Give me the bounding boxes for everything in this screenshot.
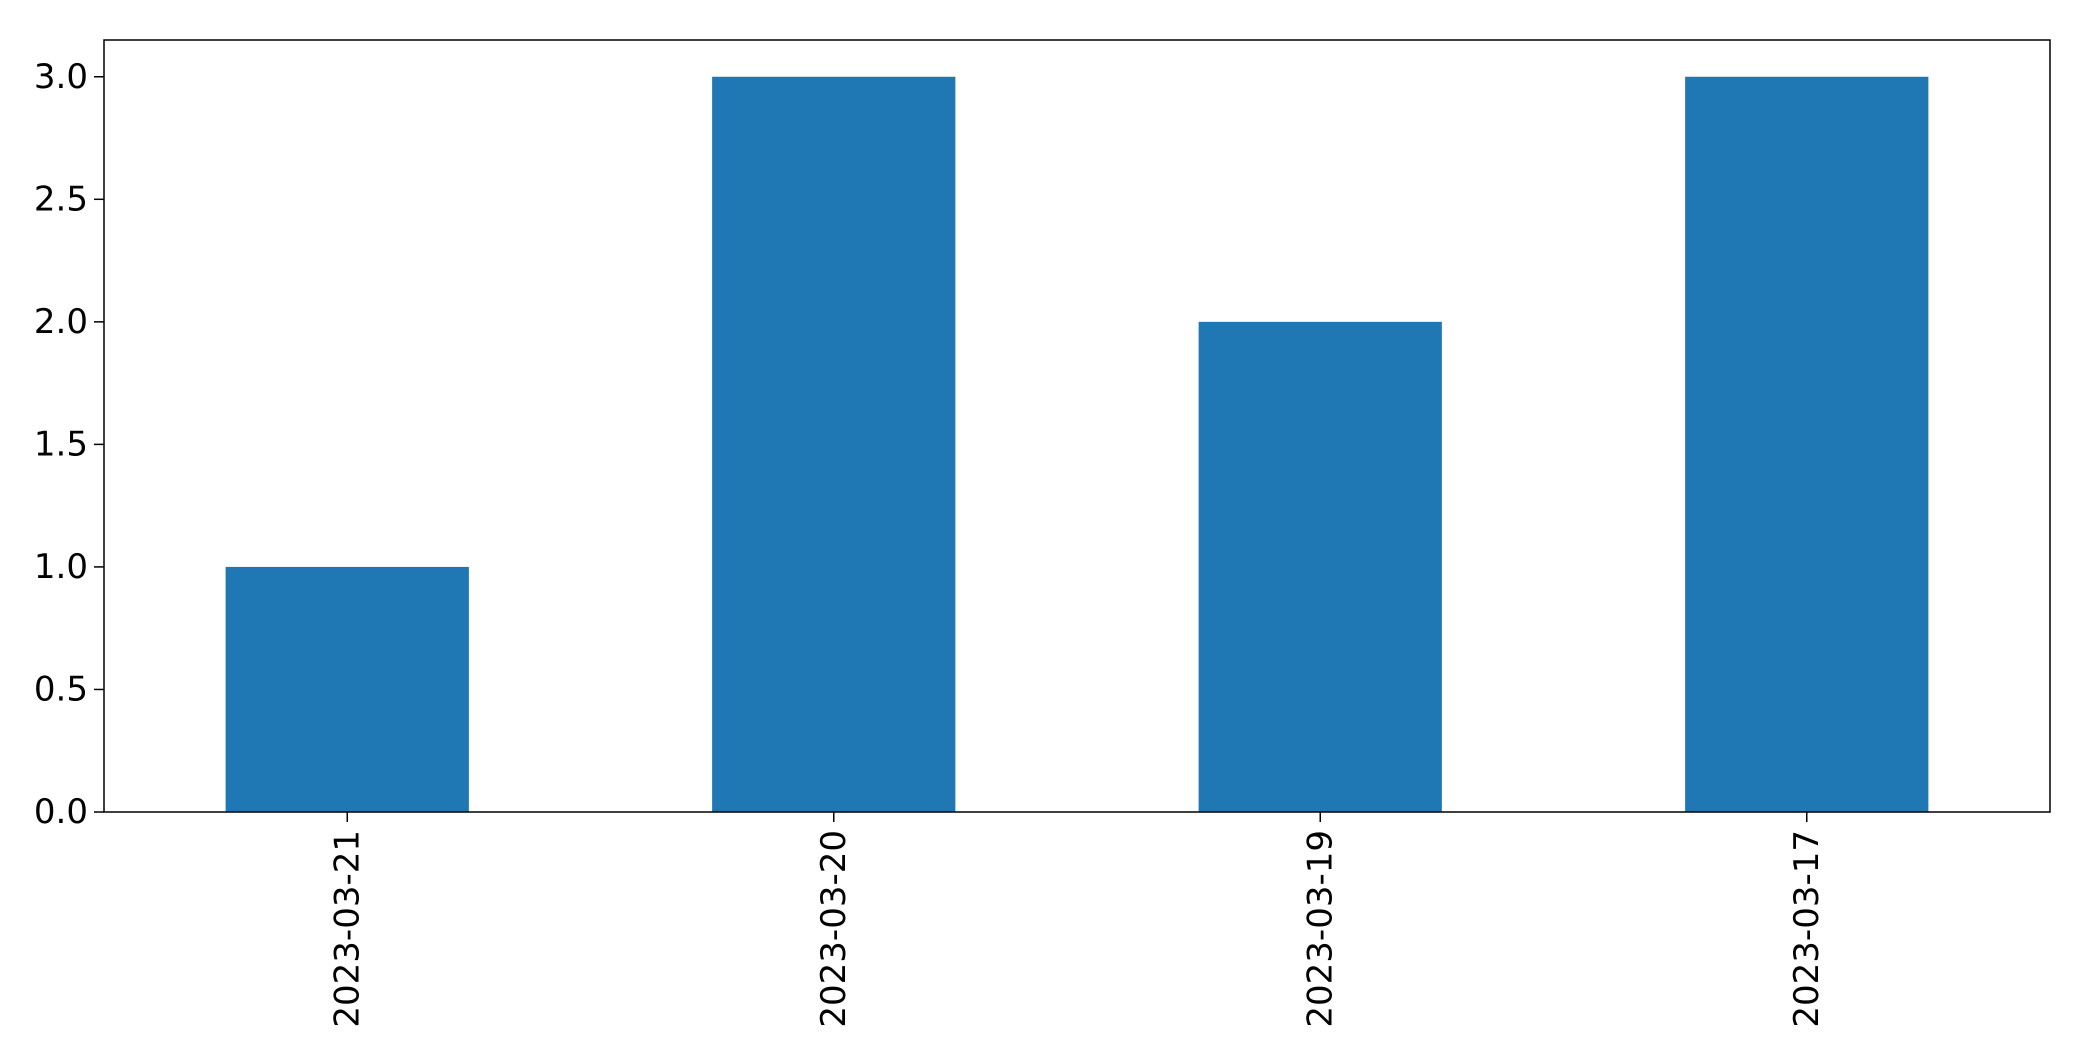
plot-frame: [103, 39, 2051, 813]
y-tick-label: 0.0: [34, 792, 88, 832]
y-tick-label: 1.5: [34, 424, 88, 464]
y-tick-label: 3.0: [34, 57, 88, 97]
bar-2023-03-19: [1198, 321, 1442, 812]
bar-2023-03-21: [225, 566, 469, 812]
x-axis: 2023-03-21 2023-03-20 2023-03-19 2023-03-17: [327, 812, 1827, 1028]
bars-group: [225, 76, 1929, 812]
bar-2023-03-20: [712, 76, 956, 812]
y-axis: 0.0 0.5 1.0 1.5 2.0 2.5 3.0: [34, 57, 104, 832]
y-tick-label: 1.0: [34, 547, 88, 587]
x-tick-label: 2023-03-20: [814, 830, 854, 1028]
y-tick-label: 2.5: [34, 179, 88, 219]
x-tick-label: 2023-03-21: [327, 830, 367, 1028]
y-tick-label: 0.5: [34, 669, 88, 709]
x-tick-label: 2023-03-17: [1787, 830, 1827, 1028]
bar-2023-03-17: [1685, 76, 1929, 812]
y-tick-label: 2.0: [34, 302, 88, 342]
x-tick-label: 2023-03-19: [1300, 830, 1340, 1028]
